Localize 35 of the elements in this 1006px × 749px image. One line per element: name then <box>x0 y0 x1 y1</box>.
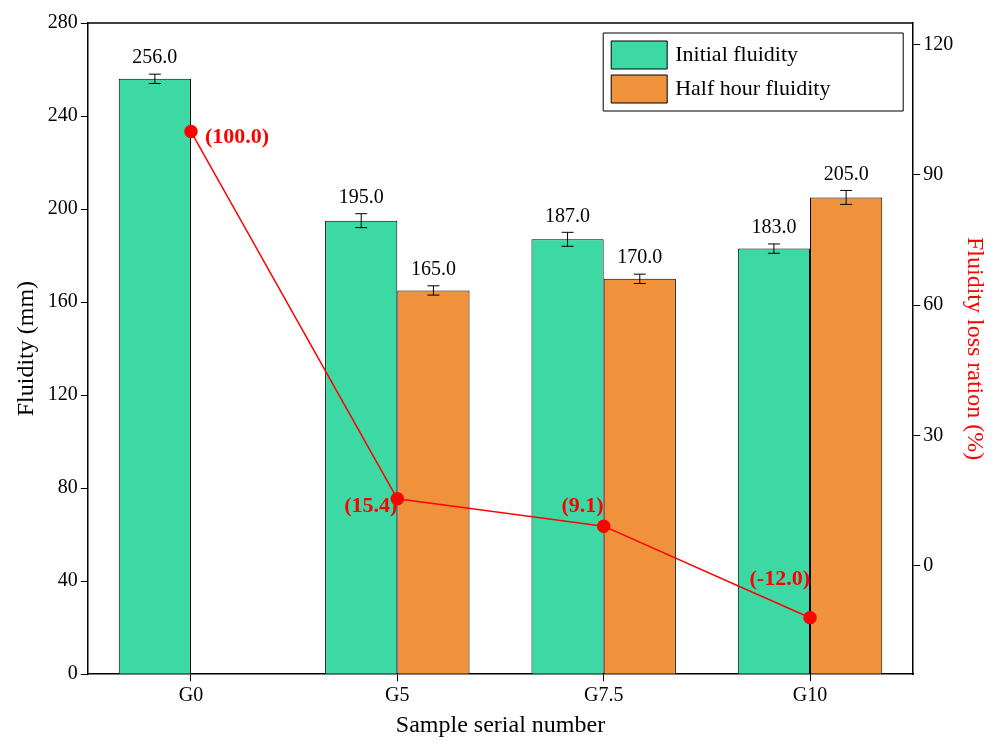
y2-tick-label: 30 <box>923 422 944 445</box>
y2-tick-label: 120 <box>923 31 954 54</box>
x-tick-label: G0 <box>178 683 204 706</box>
y2-axis-title: Fluidity loss ration (%) <box>963 236 990 461</box>
data-label: 256.0 <box>132 45 178 68</box>
y2-tick-label: 60 <box>923 292 944 315</box>
x-tick-label: G10 <box>792 683 828 706</box>
y-tick-label: 160 <box>47 289 78 312</box>
data-label: 187.0 <box>545 203 591 226</box>
x-tick-label: G7.5 <box>583 683 624 706</box>
y2-tick-label: 90 <box>923 162 944 185</box>
y-tick-label: 40 <box>57 568 78 591</box>
point <box>803 611 817 625</box>
legend-label: Initial fluidity <box>675 40 799 66</box>
y2-tick-label: 0 <box>923 552 934 575</box>
data-label: 183.0 <box>751 215 797 238</box>
data-label: (-12.0) <box>749 565 811 591</box>
x-axis-title: Sample serial number <box>395 710 606 737</box>
y-tick-label: 280 <box>47 10 78 33</box>
data-label: (100.0) <box>204 123 270 149</box>
y-axis-title: Fluidity (mm) <box>11 280 38 417</box>
y-tick-label: 240 <box>47 103 78 126</box>
y-tick-label: 120 <box>47 382 78 405</box>
data-label: 205.0 <box>823 161 869 184</box>
y-tick-label: 200 <box>47 196 78 219</box>
point <box>184 124 198 139</box>
legend-label: Half hour fluidity <box>675 74 831 100</box>
x-tick-label: G5 <box>385 683 410 706</box>
y-tick-label: 0 <box>67 661 78 684</box>
data-label: 165.0 <box>410 257 456 280</box>
data-label: 195.0 <box>338 184 384 207</box>
data-label: 170.0 <box>617 245 663 268</box>
y-tick-label: 80 <box>57 475 78 498</box>
point <box>596 519 611 533</box>
data-label: (9.1) <box>561 491 604 517</box>
